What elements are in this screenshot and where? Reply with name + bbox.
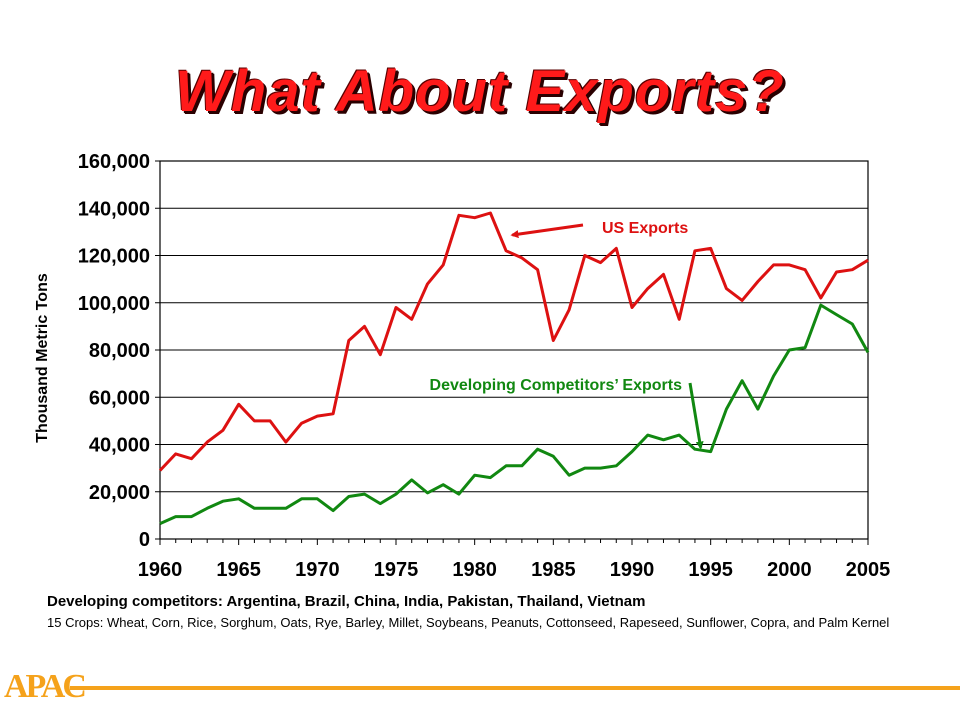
y-tick-label: 120,000 [78, 246, 150, 268]
us-exports-arrow [510, 223, 584, 239]
y-tick-label: 80,000 [89, 340, 150, 362]
series-line-competitors-exports [159, 303, 870, 525]
y-tick-label: 160,000 [78, 151, 150, 173]
x-tick-label: 1990 [610, 559, 655, 581]
footnote-crops: 15 Crops: Wheat, Corn, Rice, Sorghum, Oa… [47, 615, 890, 630]
y-axis-title: Thousand Metric Tons [34, 273, 51, 443]
y-tick-label: 60,000 [89, 387, 150, 409]
x-tick-label: 1960 [138, 559, 183, 581]
tick-layer: 0 20,000 40,000 60,000 80,000 100,000 120,000 1… [78, 151, 891, 581]
slide-title: What About Exports? [175, 59, 785, 124]
competitors-exports-label: Developing Competitors’ Exports [430, 377, 683, 394]
x-tick-label: 1975 [374, 559, 419, 581]
export-line-chart: 0 20,000 40,000 60,000 80,000 100,000 120,000 1… [34, 151, 891, 581]
x-tick-label: 1970 [295, 559, 340, 581]
footer-bar [70, 686, 960, 690]
series-line-us-exports [158, 211, 869, 472]
x-tick-label: 2005 [846, 559, 891, 581]
x-tick-label: 1995 [688, 559, 733, 581]
y-tick-label: 0 [139, 529, 150, 551]
competitors-exports-arrow [688, 382, 704, 450]
apac-logo: APAC [4, 668, 87, 705]
x-tick-label: 1965 [216, 559, 261, 581]
us-exports-label: US Exports [602, 220, 688, 237]
y-tick-label: 40,000 [89, 435, 150, 457]
y-tick-label: 140,000 [78, 198, 150, 220]
x-tick-label: 1980 [452, 559, 497, 581]
grid-layer [155, 160, 869, 545]
series-layer [158, 211, 870, 525]
x-tick-label: 1985 [531, 559, 576, 581]
y-tick-label: 100,000 [78, 293, 150, 315]
footnote-competitors: Developing competitors: Argentina, Brazi… [47, 593, 646, 610]
x-tick-label: 2000 [767, 559, 812, 581]
annotation-layer: US Exports Developing Competitors’ Export… [430, 220, 704, 450]
y-tick-label: 20,000 [89, 482, 150, 504]
